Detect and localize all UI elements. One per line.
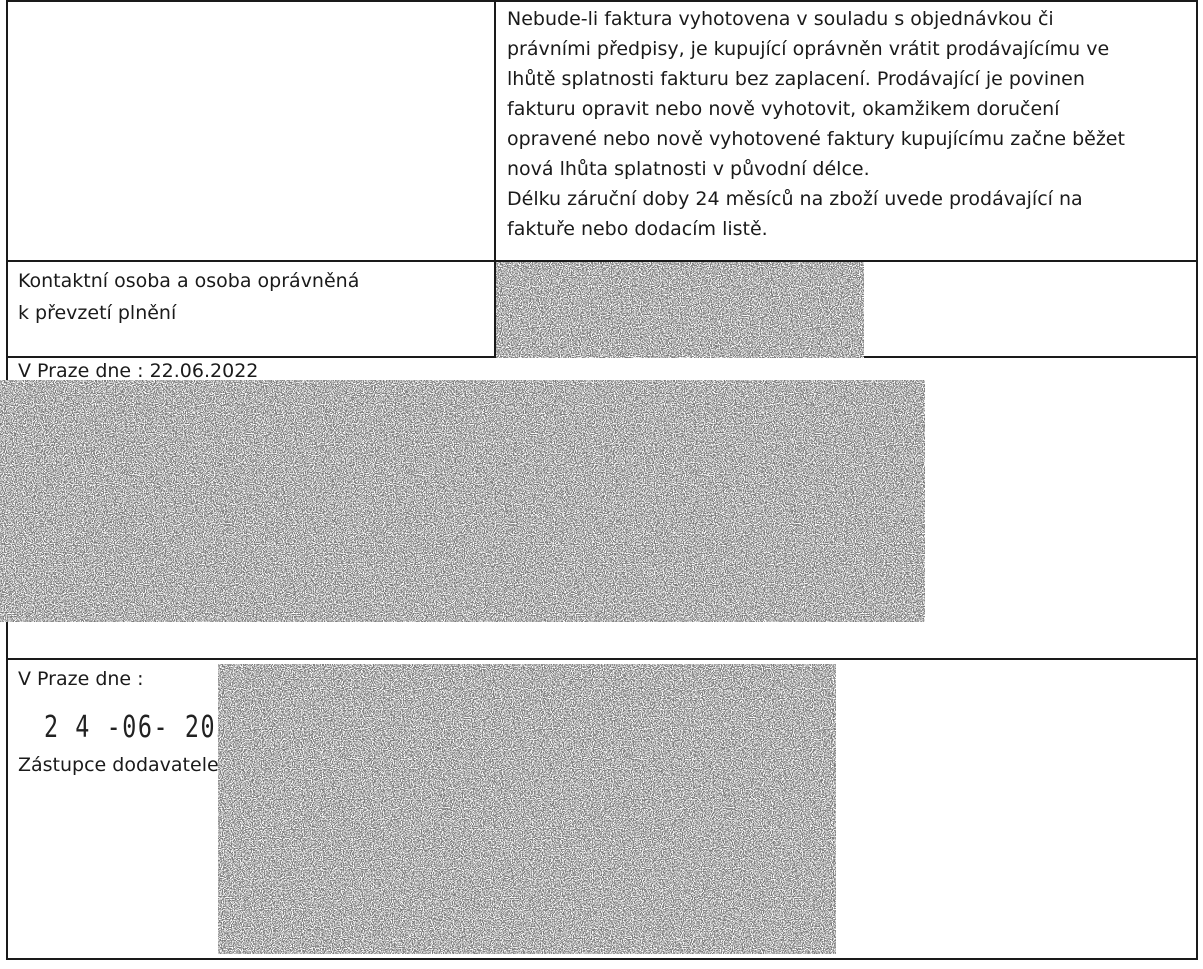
supplier-box-left: [6, 660, 8, 960]
terms-line: právními předpisy, je kupující oprávněn …: [507, 38, 1110, 60]
row-divider-signatures: [6, 658, 1198, 660]
supplier-place-label: V Praze dne :: [18, 668, 144, 690]
supplier-box-right: [1196, 660, 1198, 960]
terms-line: nová lhůta splatnosti v původní délce.: [507, 158, 870, 180]
redacted-supplier-signature: [218, 664, 836, 954]
table-border-top: [6, 0, 1198, 2]
terms-line: Nebude-li faktura vyhotovena v souladu s…: [507, 8, 1054, 30]
terms-line: fakturu opravit nebo nově vyhotovit, oka…: [507, 98, 1060, 120]
column-divider: [494, 0, 496, 358]
table-border-right: [1196, 0, 1198, 362]
date-stamp: 2 4 -06- 2022: [44, 710, 248, 745]
terms-line: lhůtě splatnosti fakturu bez zaplacení. …: [507, 68, 1085, 90]
buyer-place-date: V Praze dne : 22.06.2022: [18, 360, 259, 382]
contact-person-label: Kontaktní osoba a osoba oprávněná: [18, 270, 360, 292]
payment-terms-text: Nebude-li faktura vyhotovena v souladu s…: [507, 4, 1197, 244]
supplier-representative-label: Zástupce dodavatele: [18, 754, 218, 776]
redacted-buyer-signature: [0, 380, 925, 622]
terms-line: faktuře nebo dodacím listě.: [507, 218, 768, 240]
table-border-left: [6, 0, 8, 362]
redacted-contact-person: [496, 262, 864, 358]
row-divider-terms: [6, 260, 1198, 262]
contact-person-label-cont: k převzetí plnění: [18, 302, 177, 324]
terms-line: opravené nebo nově vyhotovené faktury ku…: [507, 128, 1125, 150]
terms-line: Délku záruční doby 24 měsíců na zboží uv…: [507, 188, 1083, 210]
section-border-right: [1196, 358, 1198, 660]
supplier-box-bottom: [6, 958, 1198, 960]
